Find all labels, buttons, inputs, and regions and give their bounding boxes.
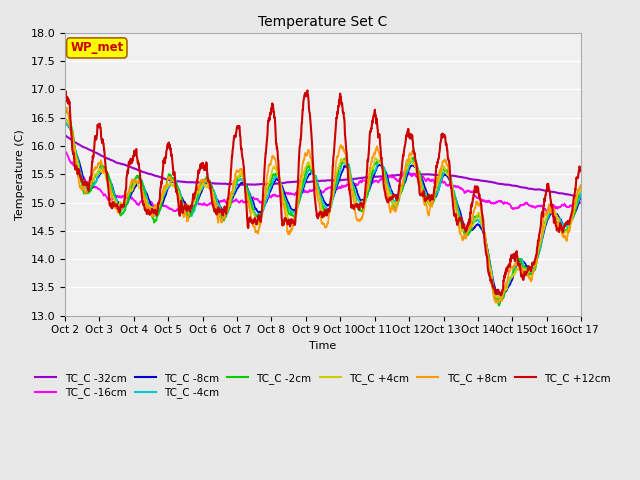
TC_C -16cm [473,195,481,201]
Line: TC_C +8cm: TC_C +8cm [65,108,581,303]
TC_C -4cm [205,179,212,185]
TC_C -16cm [532,204,540,210]
TC_C -4cm [495,297,503,303]
TC_C -2cm [349,187,357,193]
Text: WP_met: WP_met [70,41,124,54]
TC_C +4cm [205,183,213,189]
TC_C +8cm [547,208,554,214]
TC_C -8cm [577,193,585,199]
TC_C +4cm [547,207,554,213]
TC_C +4cm [338,156,346,162]
TC_C -32cm [532,187,540,192]
TC_C -16cm [338,185,346,191]
TC_C -8cm [63,121,70,127]
Legend: TC_C -32cm, TC_C -16cm, TC_C -8cm, TC_C -4cm, TC_C -2cm, TC_C +4cm, TC_C +8cm, T: TC_C -32cm, TC_C -16cm, TC_C -8cm, TC_C … [31,369,615,402]
TC_C -2cm [532,262,540,268]
TC_C -2cm [577,183,585,189]
TC_C -8cm [205,179,213,185]
TC_C -2cm [63,108,71,114]
TC_C +12cm [61,86,69,92]
TC_C +4cm [532,256,540,262]
TC_C -4cm [547,208,554,214]
TC_C +12cm [577,167,585,173]
TC_C -16cm [547,205,554,211]
TC_C +12cm [497,293,504,299]
TC_C -16cm [61,148,69,154]
TC_C +8cm [492,300,500,306]
TC_C -2cm [473,215,481,220]
TC_C -8cm [338,169,346,175]
TC_C +4cm [349,189,357,195]
TC_C -2cm [61,112,69,118]
TC_C +12cm [338,102,346,108]
TC_C +8cm [473,200,481,205]
TC_C -4cm [473,217,481,223]
TC_C -32cm [338,177,346,183]
TC_C -2cm [338,160,346,166]
TC_C -8cm [532,258,540,264]
TC_C +4cm [473,215,481,220]
Line: TC_C +12cm: TC_C +12cm [65,89,581,296]
Line: TC_C -32cm: TC_C -32cm [65,135,581,197]
TC_C +8cm [532,261,540,267]
TC_C -8cm [547,211,554,217]
TC_C -8cm [61,121,69,127]
TC_C -4cm [532,261,540,266]
TC_C -32cm [473,177,481,183]
TC_C +12cm [349,203,356,208]
TC_C +4cm [62,116,70,121]
TC_C -2cm [205,178,213,183]
TC_C -32cm [577,194,585,200]
TC_C -4cm [577,190,585,196]
TC_C +12cm [532,254,540,260]
Line: TC_C -2cm: TC_C -2cm [65,111,581,306]
TC_C -16cm [577,200,585,205]
TC_C +8cm [349,194,357,200]
TC_C -4cm [338,162,346,168]
TC_C -4cm [61,119,69,125]
TC_C -4cm [349,181,356,187]
X-axis label: Time: Time [310,341,337,351]
TC_C +8cm [205,185,213,191]
TC_C -2cm [495,303,503,309]
Line: TC_C -4cm: TC_C -4cm [65,122,581,300]
TC_C +8cm [62,105,70,110]
TC_C -8cm [473,222,481,228]
TC_C +8cm [577,182,585,188]
TC_C -16cm [544,209,552,215]
TC_C -32cm [546,189,554,194]
TC_C +12cm [205,179,212,185]
TC_C +8cm [61,106,69,111]
TC_C -8cm [497,296,505,301]
TC_C +8cm [338,144,346,150]
TC_C -32cm [349,176,356,182]
TC_C -32cm [61,132,69,138]
Line: TC_C -8cm: TC_C -8cm [65,124,581,299]
Line: TC_C +4cm: TC_C +4cm [65,119,581,298]
TC_C +12cm [547,193,554,199]
TC_C -16cm [205,201,212,207]
TC_C -2cm [547,206,554,212]
Title: Temperature Set C: Temperature Set C [259,15,388,29]
Y-axis label: Temperature (C): Temperature (C) [15,129,25,220]
TC_C +4cm [577,186,585,192]
TC_C +12cm [473,189,481,194]
TC_C -8cm [349,180,357,185]
TC_C -32cm [205,180,212,186]
Line: TC_C -16cm: TC_C -16cm [65,151,581,212]
TC_C +4cm [493,295,501,300]
TC_C +4cm [61,117,69,122]
TC_C -16cm [349,181,356,187]
